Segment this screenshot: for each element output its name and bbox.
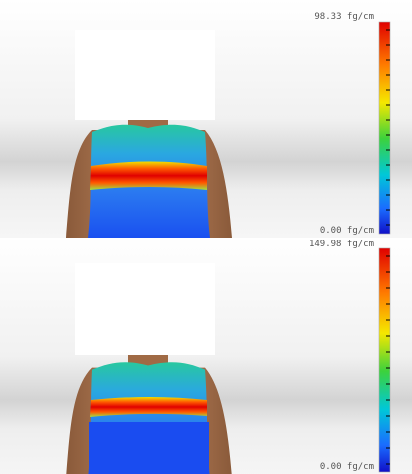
redaction bbox=[75, 30, 215, 120]
min-label: 0.00 fg/cm bbox=[320, 226, 374, 236]
redaction bbox=[75, 263, 215, 355]
color-bar bbox=[378, 247, 391, 473]
min-label: 0.00 fg/cm bbox=[320, 462, 374, 472]
max-label: 149.98 fg/cm bbox=[309, 239, 374, 249]
max-label: 98.33 fg/cm bbox=[314, 12, 374, 22]
panel: 98.33 fg/cm 0.00 fg/cm bbox=[0, 0, 412, 238]
color-bar bbox=[378, 21, 391, 235]
panel: 149.98 fg/cm 0.00 fg/cm bbox=[0, 239, 412, 474]
